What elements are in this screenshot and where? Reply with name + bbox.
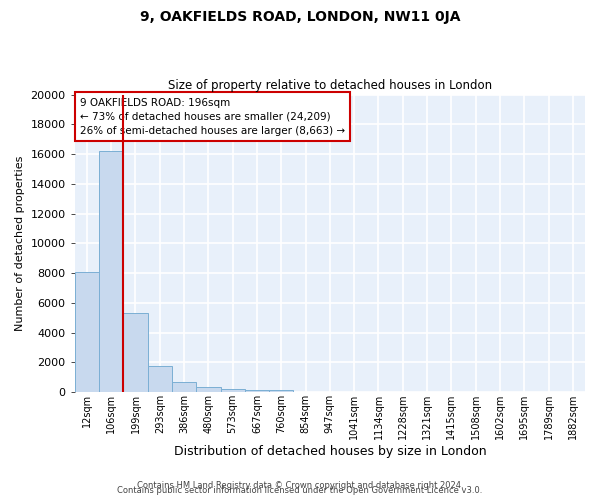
Bar bbox=[269, 390, 293, 392]
Bar bbox=[172, 382, 196, 392]
Y-axis label: Number of detached properties: Number of detached properties bbox=[15, 156, 25, 331]
Title: Size of property relative to detached houses in London: Size of property relative to detached ho… bbox=[168, 79, 492, 92]
Bar bbox=[124, 313, 148, 392]
Text: Contains public sector information licensed under the Open Government Licence v3: Contains public sector information licen… bbox=[118, 486, 482, 495]
X-axis label: Distribution of detached houses by size in London: Distribution of detached houses by size … bbox=[173, 444, 486, 458]
Bar bbox=[148, 366, 172, 392]
Bar bbox=[75, 272, 99, 392]
Text: 9, OAKFIELDS ROAD, LONDON, NW11 0JA: 9, OAKFIELDS ROAD, LONDON, NW11 0JA bbox=[140, 10, 460, 24]
Text: Contains HM Land Registry data © Crown copyright and database right 2024.: Contains HM Land Registry data © Crown c… bbox=[137, 481, 463, 490]
Bar bbox=[196, 388, 221, 392]
Text: 9 OAKFIELDS ROAD: 196sqm
← 73% of detached houses are smaller (24,209)
26% of se: 9 OAKFIELDS ROAD: 196sqm ← 73% of detach… bbox=[80, 98, 345, 136]
Bar bbox=[245, 390, 269, 392]
Bar bbox=[99, 151, 124, 392]
Bar bbox=[221, 389, 245, 392]
